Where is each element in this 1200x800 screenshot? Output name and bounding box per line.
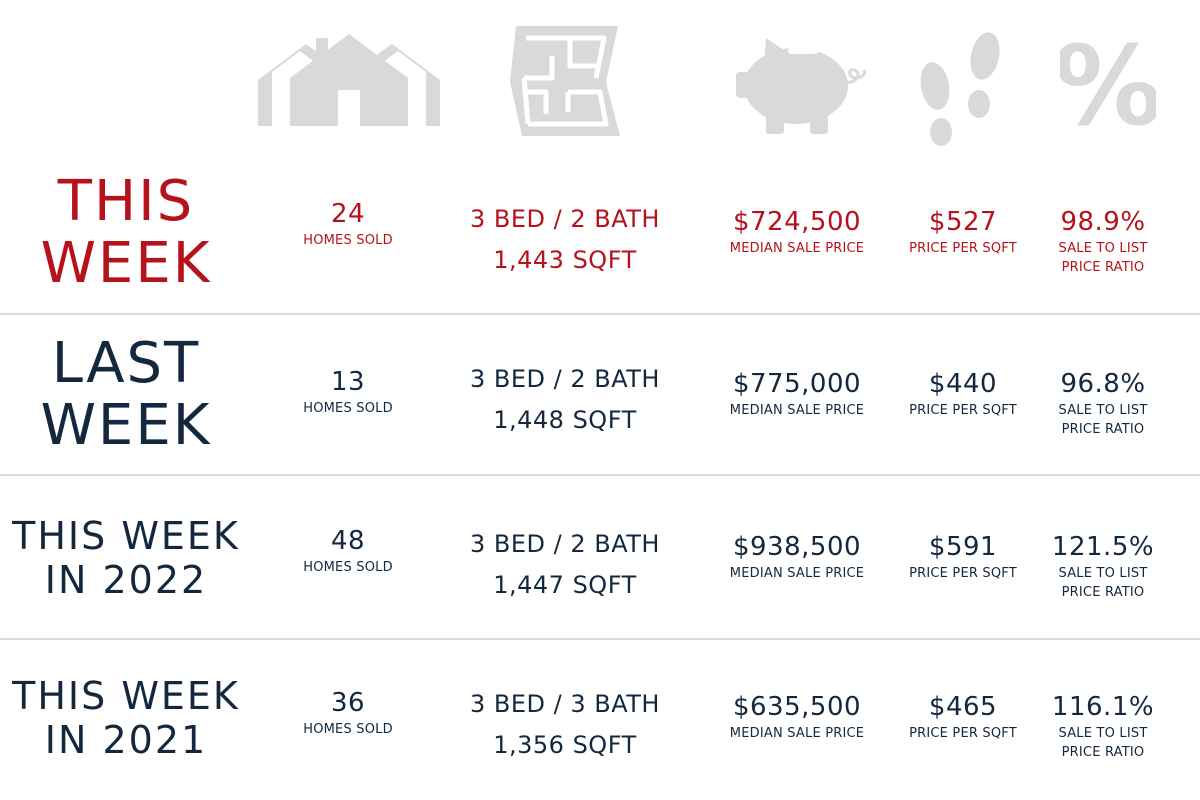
- price-per-sqft-caption: PRICE PER SQFT: [909, 726, 1017, 741]
- row-divider: [0, 638, 1200, 640]
- row-label-line1: THIS WEEK: [12, 514, 240, 558]
- icon-header: %: [0, 0, 1200, 155]
- price-per-sqft-value: $465: [928, 692, 998, 722]
- homes-sold-caption: HOMES SOLD: [303, 401, 393, 416]
- sqft-value: 1,447 SQFT: [493, 571, 637, 599]
- homes-sold-caption: HOMES SOLD: [303, 233, 393, 248]
- ratio-value: 121.5%: [1051, 532, 1155, 562]
- sqft-value: 1,356 SQFT: [493, 731, 637, 759]
- price-per-sqft: $527 PRICE PER SQFT: [895, 205, 1031, 258]
- row-this-week: THIS WEEK 24 HOMES SOLD 3 BED / 2 BATH 1…: [0, 165, 1200, 313]
- median-price-caption: MEDIAN SALE PRICE: [729, 241, 865, 256]
- homes-sold-value: 13: [330, 367, 366, 397]
- beds-baths: 3 BED / 3 BATH 1,356 SQFT: [440, 684, 690, 766]
- median-price: $635,500 MEDIAN SALE PRICE: [712, 690, 882, 743]
- row-label: THIS WEEK IN 2022: [0, 514, 252, 602]
- price-per-sqft-caption: PRICE PER SQFT: [909, 241, 1017, 256]
- sale-to-list-ratio: 121.5% SALE TO LIST PRICE RATIO: [1040, 530, 1166, 602]
- row-label-line1: THIS WEEK: [12, 674, 240, 718]
- median-price-value: $775,000: [732, 369, 862, 399]
- median-price: $724,500 MEDIAN SALE PRICE: [712, 205, 882, 258]
- beds-baths: 3 BED / 2 BATH 1,447 SQFT: [440, 524, 690, 606]
- homes-sold: 13 HOMES SOLD: [278, 365, 418, 418]
- median-price-value: $724,500: [732, 207, 862, 237]
- row-label-line1: LAST: [51, 331, 201, 396]
- ratio-value: 96.8%: [1060, 369, 1146, 399]
- footprints-icon: [915, 26, 1011, 156]
- floor-plan-icon: [508, 26, 624, 138]
- row-divider: [0, 474, 1200, 476]
- homes-sold-value: 48: [330, 526, 366, 556]
- percent-icon: %: [1060, 24, 1156, 134]
- beds-baths: 3 BED / 2 BATH 1,448 SQFT: [440, 359, 690, 441]
- homes-sold-caption: HOMES SOLD: [303, 560, 393, 575]
- row-label: THIS WEEK: [0, 171, 252, 295]
- homes-sold: 36 HOMES SOLD: [278, 686, 418, 739]
- row-label-line1: THIS: [57, 169, 195, 234]
- price-per-sqft: $591 PRICE PER SQFT: [895, 530, 1031, 583]
- ratio-caption-2: PRICE RATIO: [1061, 585, 1145, 600]
- beds-baths-value: 3 BED / 2 BATH: [470, 530, 660, 558]
- row-label: LAST WEEK: [0, 333, 252, 457]
- beds-baths: 3 BED / 2 BATH 1,443 SQFT: [440, 199, 690, 281]
- ratio-caption-1: SALE TO LIST: [1058, 566, 1148, 581]
- piggy-bank-icon: [730, 24, 870, 136]
- median-price-caption: MEDIAN SALE PRICE: [729, 566, 865, 581]
- beds-baths-value: 3 BED / 2 BATH: [470, 365, 660, 393]
- median-price-value: $938,500: [732, 532, 862, 562]
- median-price-value: $635,500: [732, 692, 862, 722]
- median-price: $775,000 MEDIAN SALE PRICE: [712, 367, 882, 420]
- row-divider: [0, 313, 1200, 315]
- sale-to-list-ratio: 96.8% SALE TO LIST PRICE RATIO: [1040, 367, 1166, 439]
- homes-sold-value: 36: [330, 688, 366, 718]
- ratio-value: 116.1%: [1051, 692, 1155, 722]
- price-per-sqft: $465 PRICE PER SQFT: [895, 690, 1031, 743]
- ratio-caption-1: SALE TO LIST: [1058, 241, 1148, 256]
- row-this-week-2021: THIS WEEK IN 2021 36 HOMES SOLD 3 BED / …: [0, 648, 1200, 798]
- row-last-week: LAST WEEK 13 HOMES SOLD 3 BED / 2 BATH 1…: [0, 325, 1200, 473]
- price-per-sqft-caption: PRICE PER SQFT: [909, 403, 1017, 418]
- beds-baths-value: 3 BED / 2 BATH: [470, 205, 660, 233]
- ratio-caption-1: SALE TO LIST: [1058, 726, 1148, 741]
- row-this-week-2022: THIS WEEK IN 2022 48 HOMES SOLD 3 BED / …: [0, 486, 1200, 636]
- price-per-sqft-value: $527: [928, 207, 998, 237]
- sale-to-list-ratio: 116.1% SALE TO LIST PRICE RATIO: [1040, 690, 1166, 762]
- price-per-sqft-value: $591: [928, 532, 998, 562]
- median-price-caption: MEDIAN SALE PRICE: [729, 726, 865, 741]
- price-per-sqft-caption: PRICE PER SQFT: [909, 566, 1017, 581]
- homes-sold-value: 24: [330, 199, 366, 229]
- median-price-caption: MEDIAN SALE PRICE: [729, 403, 865, 418]
- sqft-value: 1,448 SQFT: [493, 406, 637, 434]
- house-icon: [258, 32, 440, 128]
- price-per-sqft: $440 PRICE PER SQFT: [895, 367, 1031, 420]
- svg-text:%: %: [1060, 24, 1156, 134]
- ratio-caption-2: PRICE RATIO: [1061, 745, 1145, 760]
- ratio-caption-2: PRICE RATIO: [1061, 422, 1145, 437]
- homes-sold-caption: HOMES SOLD: [303, 722, 393, 737]
- row-label-line2: WEEK: [40, 231, 212, 296]
- sqft-value: 1,443 SQFT: [493, 246, 637, 274]
- beds-baths-value: 3 BED / 3 BATH: [470, 690, 660, 718]
- row-label-line2: IN 2021: [44, 718, 208, 762]
- sale-to-list-ratio: 98.9% SALE TO LIST PRICE RATIO: [1040, 205, 1166, 277]
- row-label-line2: IN 2022: [44, 558, 208, 602]
- price-per-sqft-value: $440: [928, 369, 998, 399]
- median-price: $938,500 MEDIAN SALE PRICE: [712, 530, 882, 583]
- homes-sold: 48 HOMES SOLD: [278, 524, 418, 577]
- row-label: THIS WEEK IN 2021: [0, 674, 252, 762]
- homes-sold: 24 HOMES SOLD: [278, 197, 418, 250]
- ratio-caption-2: PRICE RATIO: [1061, 260, 1145, 275]
- ratio-caption-1: SALE TO LIST: [1058, 403, 1148, 418]
- ratio-value: 98.9%: [1060, 207, 1146, 237]
- row-label-line2: WEEK: [40, 393, 212, 458]
